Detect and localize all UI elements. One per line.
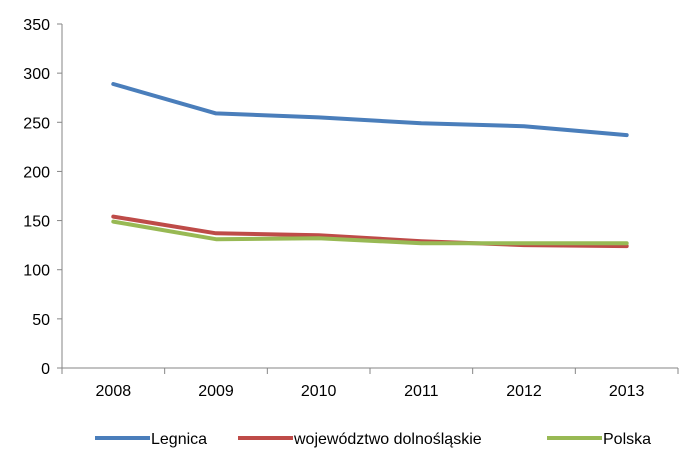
series-layer: [111, 82, 629, 249]
y-tick-label: 350: [23, 17, 50, 34]
legend: Legnica województwo dolnośląskie Polska: [95, 431, 651, 448]
y-tick-label: 0: [41, 361, 50, 378]
x-tick-label: 2008: [96, 383, 132, 400]
y-tick-label: 150: [23, 214, 50, 231]
y-tick-label: 50: [32, 312, 50, 329]
x-tick-label: 2011: [404, 383, 439, 400]
x-tick-label: 2010: [301, 383, 337, 400]
y-tick-label: 300: [23, 66, 50, 83]
legend-label: Polska: [603, 431, 651, 448]
x-tick-label: 2013: [609, 383, 645, 400]
legend-label: Legnica: [151, 431, 207, 448]
y-tick-label: 200: [23, 164, 50, 181]
x-axis: 2008 2009 2010 2011 2012 2013: [61, 367, 679, 400]
y-axis: 0 50 100 150 200 250 300 350: [23, 17, 63, 378]
y-tick-label: 250: [23, 115, 50, 132]
series-line-2: [111, 214, 629, 249]
y-tick-label: 100: [23, 263, 50, 280]
legend-label: województwo dolnośląskie: [293, 431, 482, 448]
series-line-1: [111, 82, 629, 138]
x-tick-label: 2012: [506, 383, 542, 400]
x-tick-label: 2009: [198, 383, 234, 400]
series-line-3: [111, 219, 629, 246]
